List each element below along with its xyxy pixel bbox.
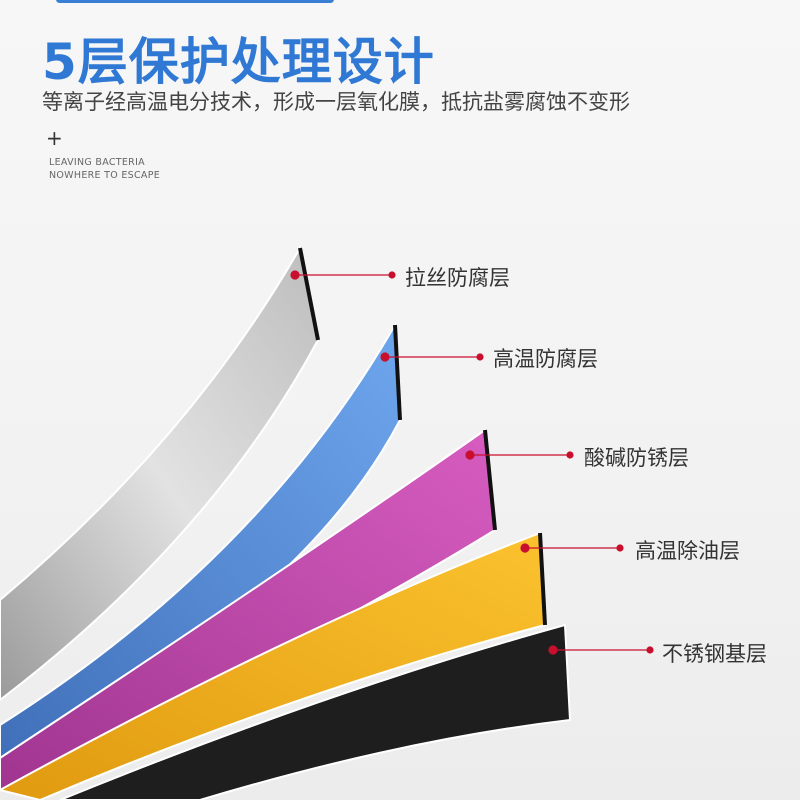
layer-brushed xyxy=(0,245,320,702)
layer-brushed-edge xyxy=(298,247,320,341)
plus-icon: + xyxy=(46,126,63,150)
tagline-line-1: LEAVING BACTERIA xyxy=(49,157,145,168)
label-layer-2: 高温防腐层 xyxy=(493,347,598,371)
layer-magenta-edge xyxy=(483,429,497,531)
page-title: 5层保护处理设计 xyxy=(42,33,435,91)
label-layer-1: 拉丝防腐层 xyxy=(405,266,510,290)
layer-blue-edge xyxy=(393,324,402,421)
tagline-line-2: NOWHERE TO ESCAPE xyxy=(49,170,161,181)
top-banner-bar xyxy=(56,0,334,3)
layer-degreasing xyxy=(0,531,547,800)
layer-high-temp-anticorrosion xyxy=(0,321,402,767)
label-layer-3: 酸碱防锈层 xyxy=(584,446,689,470)
subtitle: 等离子经高温电分技术，形成一层氧化膜，抵抗盐雾腐蚀不变形 xyxy=(42,90,630,114)
label-layer-5: 不锈钢基层 xyxy=(662,642,767,666)
label-layer-4: 高温除油层 xyxy=(635,539,740,563)
